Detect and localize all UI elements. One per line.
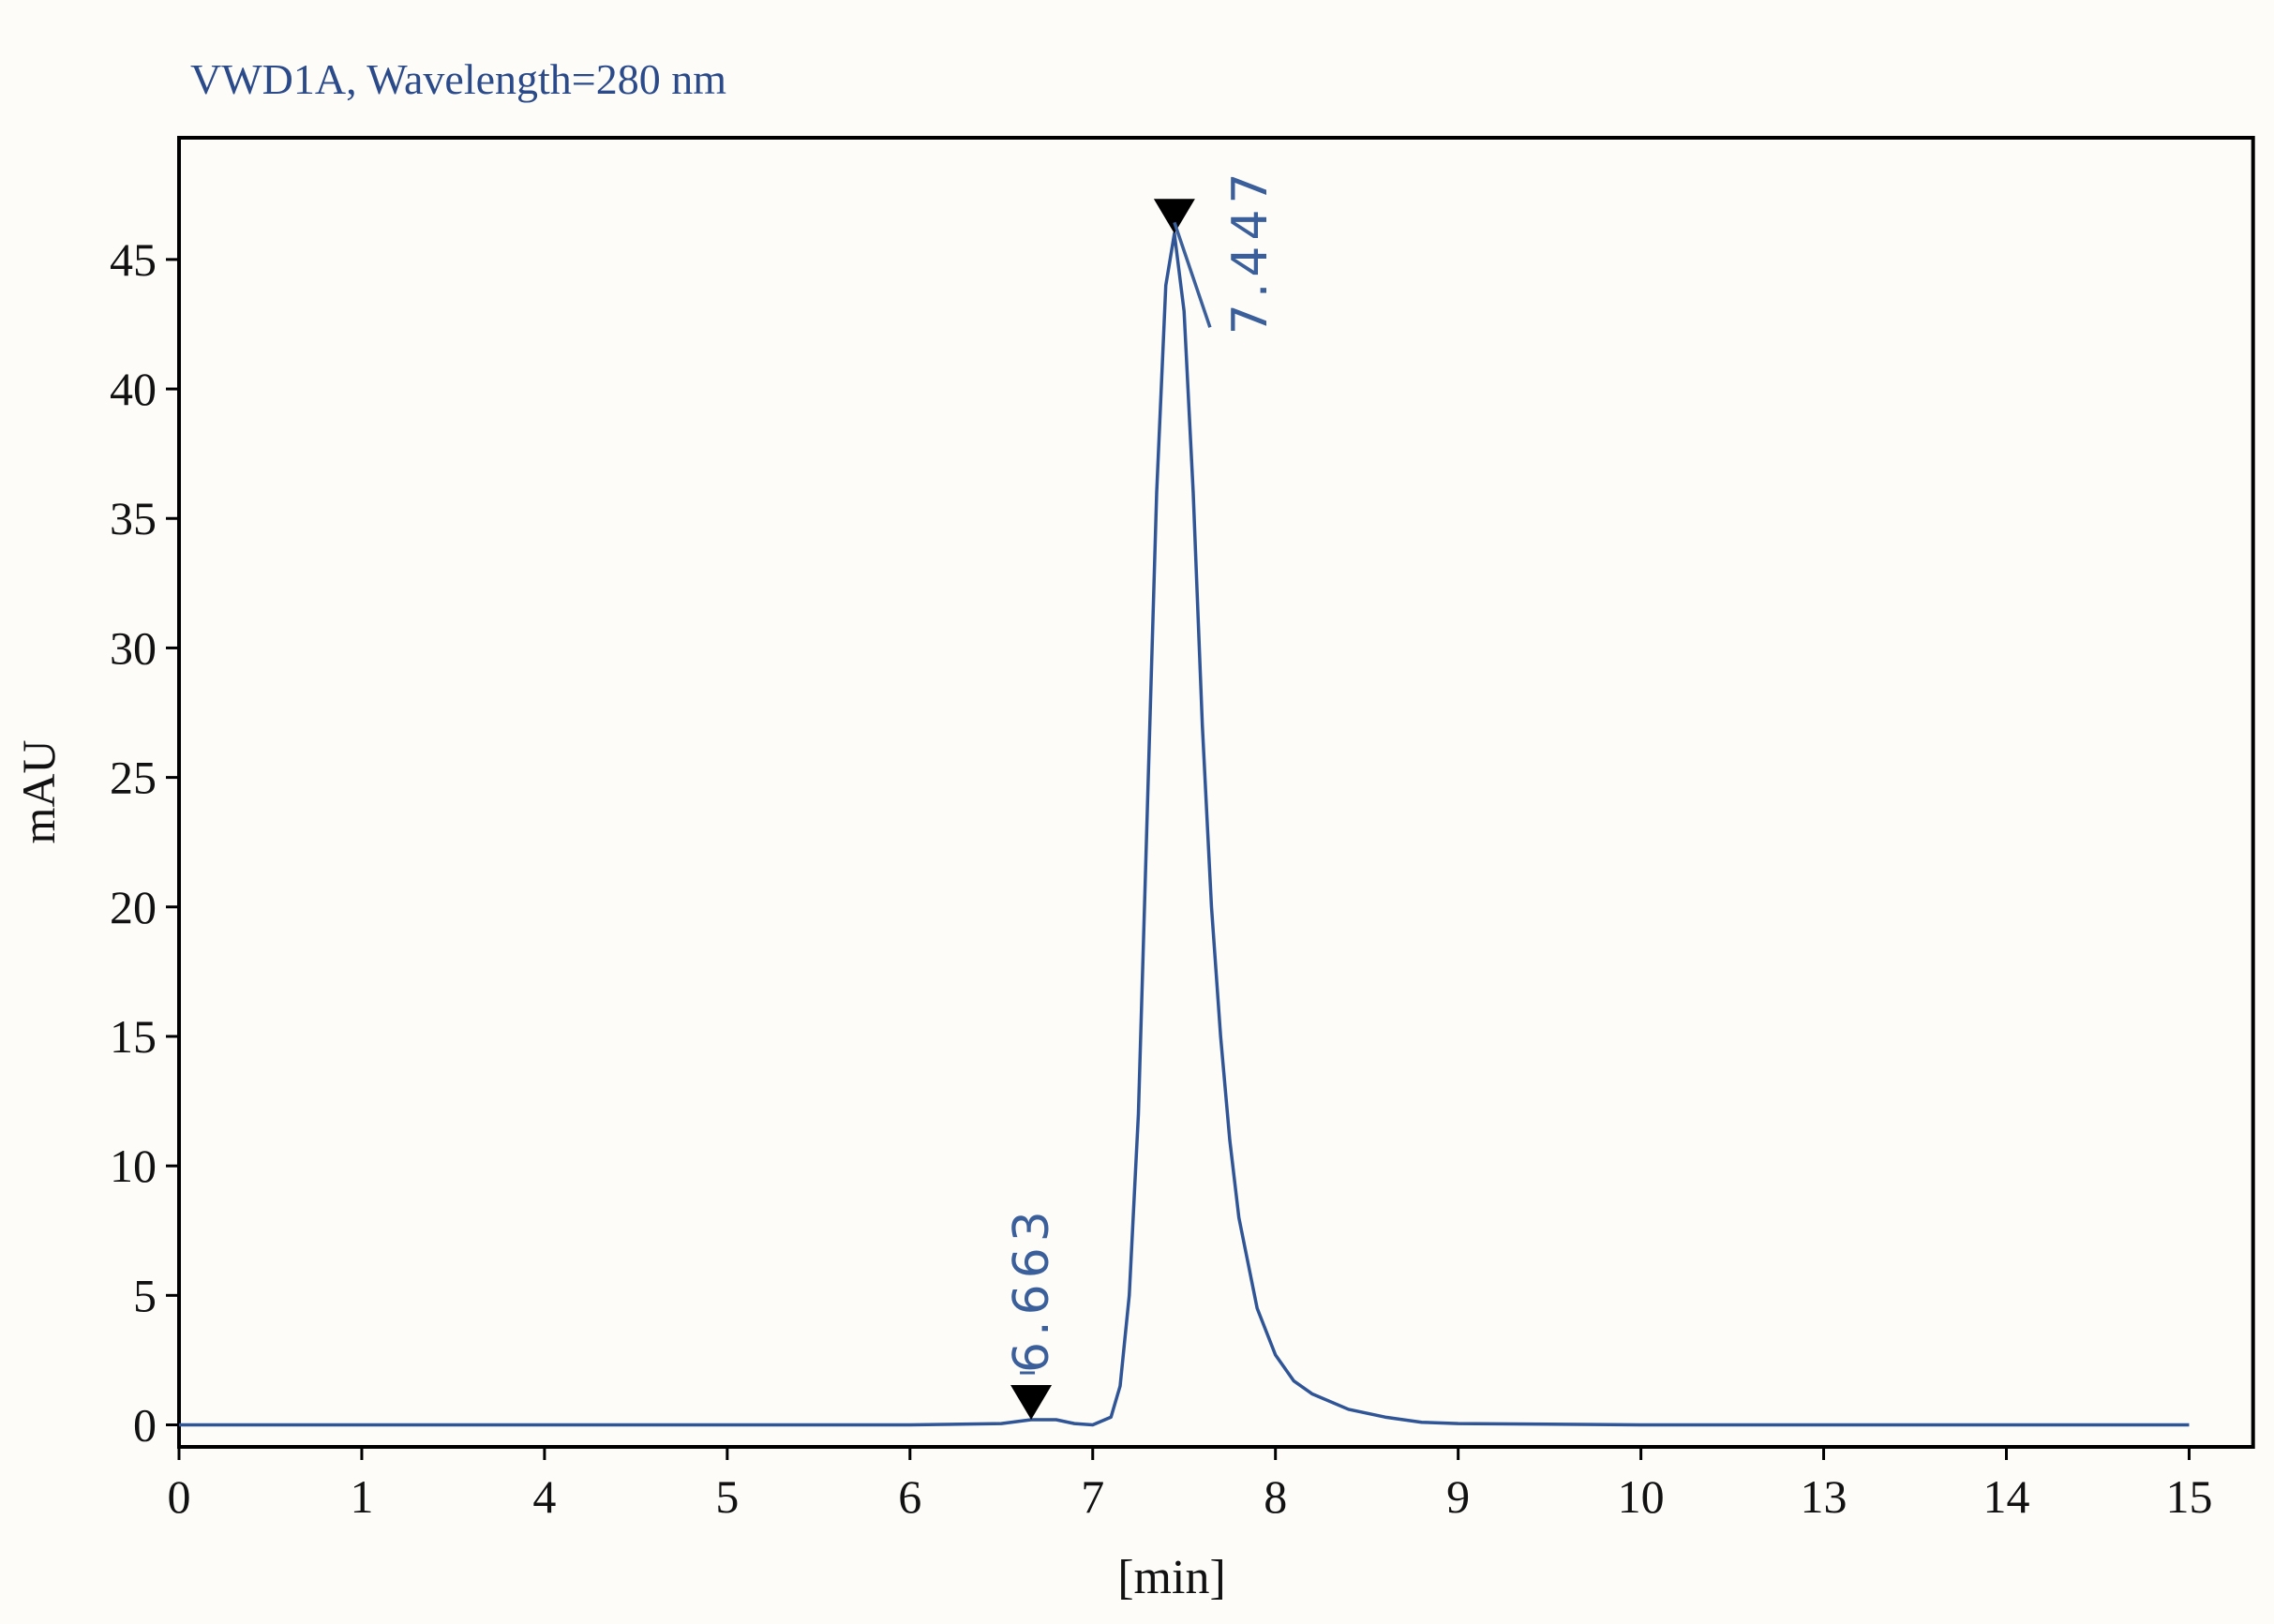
x-tick-label: 8 (1264, 1470, 1287, 1523)
y-tick-label: 0 (133, 1399, 157, 1452)
peak-leader (1173, 221, 1212, 328)
x-tick-label: 5 (715, 1470, 739, 1523)
y-tick-label: 15 (110, 1010, 157, 1063)
x-axis-label: [min] (1117, 1551, 1226, 1604)
x-tick-label: 14 (1983, 1470, 2030, 1523)
x-tick-label: 4 (532, 1470, 556, 1523)
y-axis-label: mAU (12, 739, 65, 843)
y-tick-label: 20 (110, 881, 157, 933)
y-tick-label: 30 (110, 621, 157, 674)
x-tick-label: 0 (168, 1470, 191, 1523)
peak-marker (1153, 199, 1195, 234)
signal-line (179, 231, 2190, 1427)
x-tick-label: 6 (898, 1470, 921, 1523)
y-tick-label: 5 (133, 1269, 157, 1321)
chart-title: VWD1A, Wavelength=280 nm (190, 55, 726, 103)
x-tick-label: 10 (1618, 1470, 1665, 1523)
y-tick-label: 25 (110, 752, 157, 804)
peak-marker (1010, 1384, 1053, 1420)
x-tick-label: 1 (350, 1470, 373, 1523)
y-tick-label: 10 (110, 1140, 157, 1192)
peak-label: 7.447 (1222, 167, 1279, 335)
y-tick-label: 35 (110, 492, 157, 544)
peak-label: 6.663 (1004, 1205, 1060, 1373)
y-tick-label: 40 (110, 363, 157, 415)
x-tick-label: 7 (1081, 1470, 1104, 1523)
plot-frame (177, 136, 2255, 1449)
x-tick-label: 9 (1446, 1470, 1470, 1523)
x-tick-label: 15 (2165, 1470, 2212, 1523)
y-tick-label: 45 (110, 233, 157, 286)
x-tick-label: 13 (1801, 1470, 1848, 1523)
